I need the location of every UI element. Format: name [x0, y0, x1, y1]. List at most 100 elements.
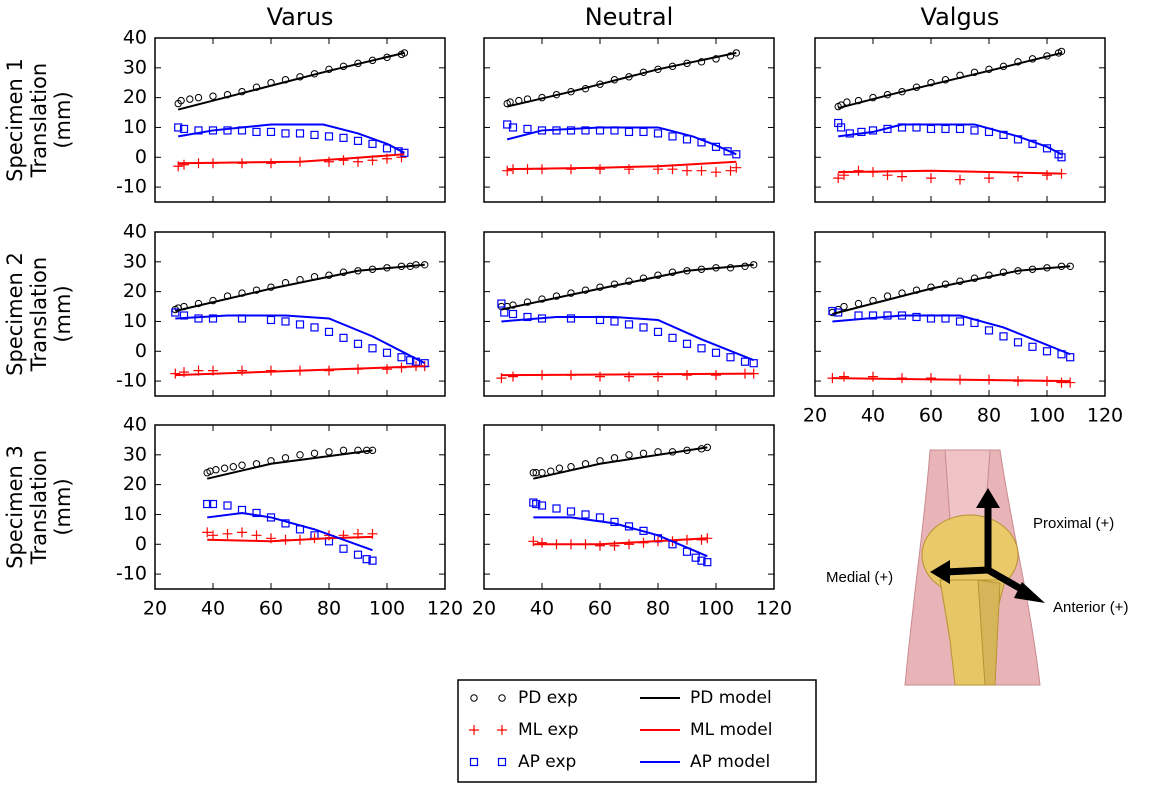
y-tick-label: 20 — [123, 473, 147, 495]
panel: 20 40 60 80 100 120 — [472, 424, 792, 620]
marker-plus — [853, 165, 864, 176]
marker-circle — [529, 469, 537, 477]
marker-square — [324, 327, 334, 336]
plot-area — [484, 425, 774, 589]
x-tick-label: 120 — [1087, 405, 1123, 427]
marker-plus — [624, 539, 634, 550]
model-line — [175, 263, 425, 312]
marker-circle — [212, 466, 220, 474]
marker-plus — [222, 528, 233, 539]
panel: -10 0 10 20 30 40 20 40 60 80 100 120 — [116, 414, 463, 620]
marker-plus — [609, 540, 620, 551]
marker-square — [682, 339, 692, 348]
marker-plus — [868, 371, 878, 382]
marker-square — [955, 317, 965, 326]
marker-square — [295, 320, 305, 329]
column-title: Varus — [267, 3, 334, 31]
panel — [483, 231, 775, 397]
marker-square — [732, 150, 741, 159]
panel — [814, 37, 1106, 203]
x-tick-label: 40 — [530, 598, 554, 620]
model-line — [533, 446, 708, 480]
x-tick-label: 60 — [919, 405, 943, 427]
marker-square — [497, 299, 506, 308]
marker-square — [668, 132, 677, 141]
marker-square — [711, 348, 721, 357]
marker-circle — [509, 301, 517, 309]
model-line — [178, 123, 405, 154]
model-line — [206, 449, 373, 480]
marker-circle — [927, 79, 935, 87]
marker-square — [836, 123, 846, 132]
marker-square — [310, 323, 319, 332]
model-line — [506, 126, 737, 156]
marker-square — [382, 348, 392, 357]
proximal-label: Proximal (+) — [1033, 515, 1114, 532]
model-line — [175, 314, 426, 365]
x-tick-label: 80 — [977, 405, 1001, 427]
marker-plus — [537, 537, 547, 548]
y-tick-label: -10 — [116, 176, 147, 198]
marker-square — [523, 312, 532, 322]
marker-square — [353, 550, 363, 559]
y-tick-label: 20 — [123, 280, 147, 302]
marker-plus — [508, 371, 518, 382]
marker-plus — [237, 527, 247, 538]
marker-circle — [840, 302, 848, 311]
row-label: Specimen 2 — [3, 252, 27, 376]
marker-square — [610, 517, 619, 527]
plot-frame — [483, 231, 775, 397]
marker-square — [532, 499, 541, 509]
marker-circle — [252, 286, 261, 294]
marker-square — [566, 507, 576, 516]
marker-square — [508, 309, 518, 319]
marker-plus — [382, 364, 392, 375]
model-line — [178, 153, 405, 165]
marker-circle — [470, 694, 478, 702]
marker-plus — [682, 370, 692, 381]
marker-square — [845, 129, 854, 138]
x-tick-label: 20 — [803, 405, 827, 427]
marker-circle — [296, 451, 304, 459]
marker-square — [179, 311, 189, 320]
marker-plus — [595, 371, 605, 382]
x-tick-label: 80 — [317, 598, 341, 620]
y-tick-label: 30 — [123, 443, 147, 465]
marker-square — [566, 314, 576, 323]
marker-plus — [202, 527, 213, 538]
y-tick-label: 30 — [123, 56, 147, 78]
marker-square — [194, 126, 203, 135]
marker-plus — [1056, 377, 1067, 388]
model-line — [832, 377, 1071, 383]
marker-circle — [209, 92, 217, 100]
marker-square — [252, 127, 261, 137]
marker-square — [857, 127, 866, 137]
marker-circle — [555, 464, 564, 472]
model-line — [506, 51, 737, 108]
marker-square — [834, 118, 843, 128]
marker-square — [624, 320, 634, 329]
marker-circle — [1057, 47, 1066, 56]
marker-circle — [552, 292, 561, 300]
model-line — [838, 123, 1062, 156]
legend-label: ML model — [690, 720, 772, 740]
marker-circle — [970, 68, 979, 76]
plot-frame — [154, 37, 446, 203]
marker-square — [740, 357, 750, 366]
y-tick-label: 40 — [123, 27, 147, 49]
marker-square — [252, 508, 261, 518]
marker-square — [400, 148, 409, 157]
x-tick-label: 40 — [861, 405, 885, 427]
marker-plus — [833, 173, 844, 184]
plot-area — [484, 38, 774, 202]
marker-circle — [625, 451, 633, 459]
marker-plus — [497, 725, 507, 735]
x-tick-label: 80 — [646, 598, 670, 620]
marker-square — [581, 510, 590, 519]
marker-plus — [266, 158, 276, 169]
row-label: (mm) — [51, 285, 75, 342]
marker-square — [703, 558, 712, 567]
legend-label: PD exp — [518, 688, 578, 708]
marker-plus — [595, 164, 605, 175]
marker-plus — [725, 165, 736, 176]
